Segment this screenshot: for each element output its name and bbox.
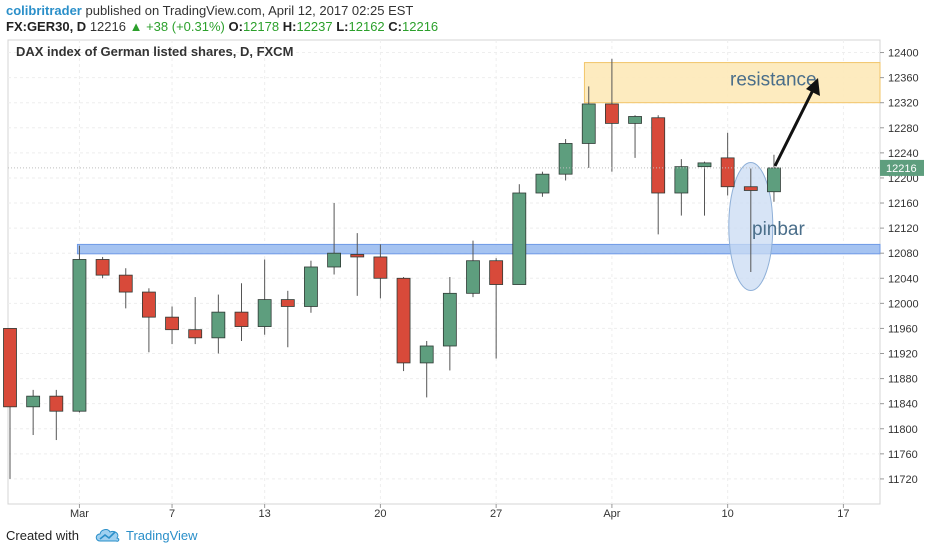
arrow-head xyxy=(806,78,820,96)
y-tick-label: 12280 xyxy=(888,123,919,135)
created-with-text: Created with xyxy=(6,528,79,543)
candle-body xyxy=(674,166,689,194)
y-tick-label: 12080 xyxy=(888,248,919,260)
y-tick-label: 11960 xyxy=(888,323,918,335)
y-tick-label: 11880 xyxy=(888,374,918,386)
candle-body xyxy=(396,277,411,364)
last-price-tag xyxy=(880,159,924,176)
chart-area[interactable]: resistance pinbar 11720 11760 11800 11840 118… xyxy=(0,38,932,520)
candle-body xyxy=(118,274,133,293)
candle-body xyxy=(605,103,619,124)
high-label: H: xyxy=(282,19,297,34)
candle-body xyxy=(165,316,179,331)
resistance-label: resistance xyxy=(730,70,817,91)
low-label: L: xyxy=(336,19,349,34)
candle-body xyxy=(558,143,573,175)
candle-body xyxy=(651,117,666,194)
support-zone xyxy=(76,243,881,255)
candlestick-chart[interactable]: resistance pinbar 11720 11760 11800 11840 118… xyxy=(0,38,932,520)
last-price: 12216 xyxy=(89,19,126,34)
y-tick-label: 12400 xyxy=(888,48,919,60)
candle-body xyxy=(49,395,64,412)
author-name[interactable]: colibritrader xyxy=(6,3,82,18)
candle-body xyxy=(489,260,504,285)
x-tick-label: Apr xyxy=(603,508,620,520)
candles-layer xyxy=(3,58,781,479)
candle-body xyxy=(535,173,550,194)
candle-body xyxy=(581,103,596,144)
symbol-label: FX:GER30, D xyxy=(6,19,87,34)
candle-body xyxy=(26,395,41,408)
candle-body xyxy=(373,256,388,279)
footer: Created with TradingView xyxy=(0,520,932,550)
candle-body xyxy=(95,259,110,276)
y-tick-label: 11800 xyxy=(888,424,918,436)
close-label: C: xyxy=(388,19,403,34)
y-tick-label: 12120 xyxy=(888,223,919,235)
candle-body xyxy=(304,266,318,307)
candle-body xyxy=(512,192,527,285)
y-axis: 11720 11760 11800 11840 11880 11920 11960 12000… xyxy=(8,48,924,486)
tradingview-cloud-icon[interactable] xyxy=(94,526,122,544)
candle-body xyxy=(188,329,203,339)
y-tick-label: 11920 xyxy=(888,349,918,361)
up-triangle-icon: ▲ xyxy=(129,19,143,34)
x-tick-label: Mar xyxy=(70,508,89,520)
y-tick-label: 12040 xyxy=(888,273,919,285)
candle-body xyxy=(257,299,272,327)
candle-body xyxy=(419,345,434,364)
candle-body xyxy=(72,259,87,412)
candle-body xyxy=(141,291,156,318)
open-value: 12178 xyxy=(242,19,280,34)
high-value: 12237 xyxy=(296,19,333,34)
published-text: published on TradingView.com, April 12, … xyxy=(85,3,414,18)
candle-body xyxy=(327,252,342,268)
y-tick-label: 12000 xyxy=(888,298,919,310)
candle-body xyxy=(211,311,226,339)
x-tick-label: 17 xyxy=(837,508,849,520)
publish-line: colibritrader published on TradingView.c… xyxy=(6,3,413,18)
y-tick-label: 12240 xyxy=(888,148,919,160)
y-tick-label: 12320 xyxy=(888,98,919,110)
x-axis: Mar 7 13 20 27 Apr 10 17 xyxy=(70,504,850,520)
close-value: 12216 xyxy=(402,19,439,34)
y-tick-label: 12200 xyxy=(888,173,919,185)
zones-layer xyxy=(76,62,881,292)
x-tick-label: 13 xyxy=(259,508,271,520)
open-label: O: xyxy=(228,19,243,34)
candle-body xyxy=(720,157,735,188)
pinbar-label: pinbar xyxy=(752,219,805,240)
candle-body xyxy=(697,162,712,168)
candle-body xyxy=(743,186,758,191)
x-tick-label: 10 xyxy=(722,508,734,520)
chart-title: DAX index of German listed shares, D, FX… xyxy=(16,44,293,59)
candle-body xyxy=(234,311,249,327)
price-change: +38 (+0.31%) xyxy=(146,19,225,34)
candle-body xyxy=(280,299,295,307)
candle-body xyxy=(466,260,480,294)
low-value: 12162 xyxy=(348,19,385,34)
x-tick-label: 7 xyxy=(169,508,175,520)
resistance-zone xyxy=(583,62,881,104)
annotations-layer: resistance pinbar xyxy=(730,70,820,240)
y-tick-label: 11840 xyxy=(888,399,918,411)
arrow-icon xyxy=(773,87,816,167)
y-tick-label: 11760 xyxy=(888,449,918,461)
candle-body xyxy=(442,292,457,347)
candle-body xyxy=(3,328,17,408)
chart-header: colibritrader published on TradingView.c… xyxy=(0,0,932,38)
candle-body xyxy=(767,167,781,193)
last-price-label: 12216 xyxy=(886,163,917,175)
y-tick-label: 12360 xyxy=(888,73,919,85)
y-tick-label: 11720 xyxy=(888,474,918,486)
tradingview-link[interactable]: TradingView xyxy=(126,528,198,543)
candle-body xyxy=(628,116,642,124)
x-tick-label: 27 xyxy=(490,508,502,520)
x-tick-label: 20 xyxy=(374,508,386,520)
y-tick-label: 12160 xyxy=(888,198,919,210)
candle-body xyxy=(350,254,365,258)
ohlc-line: FX:GER30, D 12216 ▲ +38 (+0.31%) O:12178… xyxy=(6,19,438,34)
